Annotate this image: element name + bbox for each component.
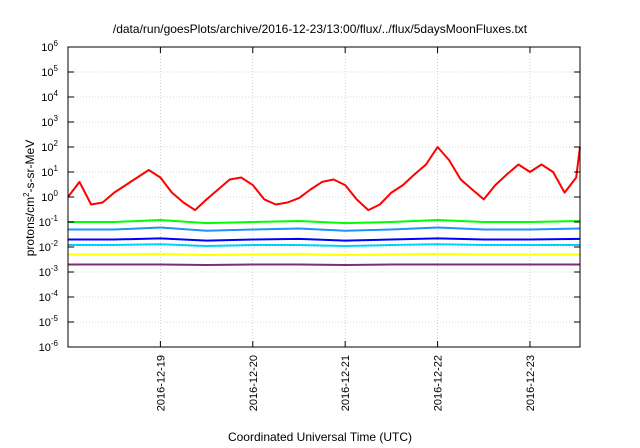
y-tick-label: 10-3: [39, 264, 59, 279]
series-line-0: [67, 146, 581, 212]
series-line-4: [68, 237, 581, 242]
x-tick-label: 2016-12-23: [525, 355, 537, 411]
chart-title: /data/run/goesPlots/archive/2016-12-23/1…: [112, 22, 528, 36]
y-axis-label: protons/cm2-s-sr-MeV: [22, 113, 37, 283]
y-tick-label: 104: [41, 89, 58, 104]
series-line-6: [68, 263, 580, 266]
y-label-sup: 2: [22, 192, 31, 197]
y-tick-label: 10-5: [39, 314, 59, 329]
y-tick-label: 10-4: [39, 289, 59, 304]
y-tick-label: 10-6: [39, 339, 59, 354]
series-line-3: [68, 243, 580, 247]
x-tick-label: 2016-12-21: [340, 355, 352, 411]
y-tick-label: 10-1: [39, 214, 59, 229]
y-tick-label: 102: [41, 139, 58, 154]
y-tick-label: 10-2: [39, 239, 59, 254]
series-line-2: [68, 226, 581, 232]
x-axis-label: Coordinated Universal Time (UTC): [227, 430, 413, 444]
x-tick-label: 2016-12-19: [155, 355, 167, 411]
y-tick-label: 100: [41, 189, 58, 204]
y-tick-label: 101: [41, 164, 58, 179]
x-tick-label: 2016-12-20: [248, 355, 260, 411]
series-line-1: [68, 219, 581, 225]
y-label-post: -s-sr-MeV: [23, 139, 37, 193]
y-tick-label: 103: [41, 114, 58, 129]
y-label-pre: protons/cm: [23, 196, 37, 257]
y-tick-label: 105: [41, 64, 58, 79]
x-tick-label: 2016-12-22: [433, 355, 445, 411]
series-line-5: [68, 253, 580, 256]
y-tick-label: 106: [41, 39, 58, 54]
